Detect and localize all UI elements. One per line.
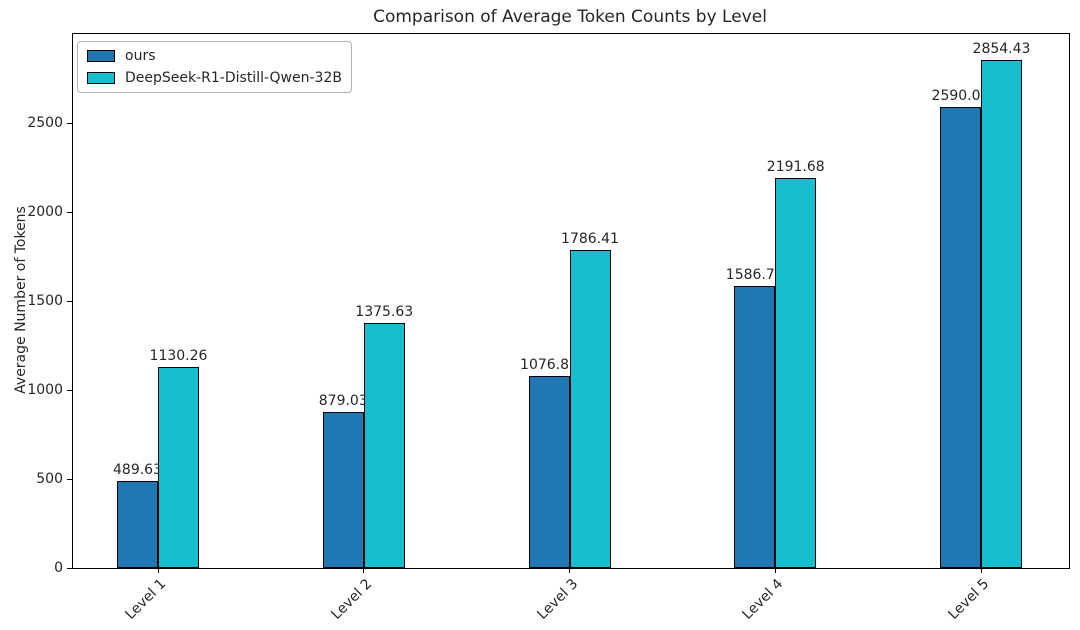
- bar-ours-Level 1: [117, 480, 158, 568]
- y-tick-label: 1500: [27, 293, 63, 309]
- legend-swatch-DeepSeek-R1-Distill-Qwen-32B: [87, 72, 115, 84]
- legend-item: ours: [87, 48, 342, 64]
- x-tick-label: Level 2: [328, 576, 376, 623]
- legend-item: DeepSeek-R1-Distill-Qwen-32B: [87, 70, 342, 86]
- bar-ours-Level 4: [734, 285, 776, 568]
- x-tick-mark: [363, 568, 365, 573]
- y-tick-mark: [67, 211, 72, 213]
- legend: ours DeepSeek-R1-Distill-Qwen-32B: [77, 41, 352, 93]
- x-tick-label: Level 3: [533, 576, 581, 623]
- x-tick-mark: [980, 568, 982, 573]
- bar-value-label: 879.03: [318, 392, 368, 409]
- y-tick-label: 1000: [27, 382, 63, 398]
- bar-ours-Level 3: [528, 376, 570, 568]
- bar-ours-Level 5: [940, 106, 981, 568]
- y-tick-mark: [67, 567, 72, 569]
- bar-DeepSeek-R1-Distill-Qwen-32B-Level 4: [775, 177, 817, 568]
- bar-value-label: 1130.26: [149, 347, 208, 364]
- legend-swatch-ours: [87, 50, 115, 62]
- legend-label: DeepSeek-R1-Distill-Qwen-32B: [125, 70, 342, 86]
- bar-value-label: 1076.83: [520, 357, 578, 374]
- bar-DeepSeek-R1-Distill-Qwen-32B-Level 5: [981, 59, 1022, 568]
- bar-value-label: 2590.04: [931, 87, 990, 104]
- bar-DeepSeek-R1-Distill-Qwen-32B-Level 1: [158, 366, 199, 568]
- x-tick-mark: [569, 568, 570, 573]
- x-tick-label: Level 1: [122, 576, 170, 623]
- x-tick-mark: [774, 568, 776, 573]
- y-tick-mark: [67, 300, 72, 302]
- bar-value-label: 1586.72: [725, 266, 784, 283]
- bar-value-label: 489.63: [113, 461, 162, 478]
- bar-DeepSeek-R1-Distill-Qwen-32B-Level 2: [363, 323, 405, 568]
- bar-DeepSeek-R1-Distill-Qwen-32B-Level 3: [569, 250, 611, 568]
- y-tick-label: 2500: [27, 115, 63, 131]
- x-tick-label: Level 5: [945, 576, 993, 623]
- y-tick-mark: [67, 389, 72, 391]
- bar-value-label: 2191.68: [766, 158, 825, 175]
- y-tick-label: 0: [54, 560, 63, 576]
- legend-label: ours: [125, 48, 156, 64]
- y-tick-mark: [67, 478, 72, 480]
- bar-value-label: 2854.43: [972, 40, 1031, 57]
- bar-value-label: 1375.63: [355, 304, 414, 321]
- x-tick-label: Level 4: [739, 576, 787, 623]
- chart-title: Comparison of Average Token Counts by Le…: [373, 7, 767, 27]
- bar-ours-Level 2: [322, 411, 364, 568]
- plot-area: 0 500 1000 1500 2000 2500 Level 1 489.63 1130.26…: [27, 33, 1070, 623]
- y-tick-label: 2000: [27, 204, 63, 220]
- bar-value-label: 1786.41: [561, 231, 619, 248]
- y-tick-mark: [67, 122, 72, 124]
- x-tick-mark: [157, 568, 159, 573]
- y-tick-label: 500: [36, 471, 63, 487]
